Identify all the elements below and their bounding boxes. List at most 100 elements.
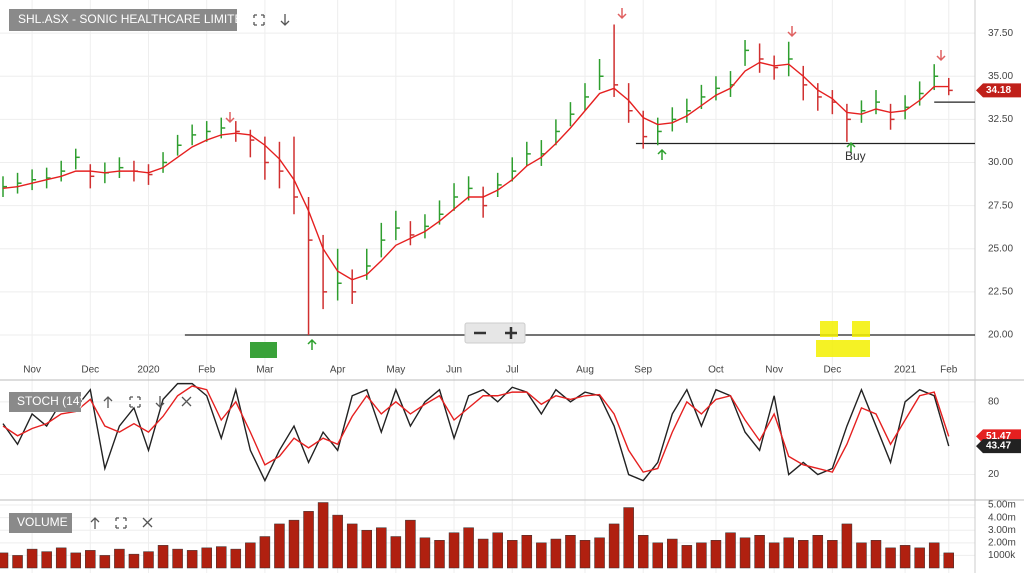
series-line xyxy=(2,382,950,483)
volume-bar xyxy=(856,542,867,569)
buy-arrow xyxy=(307,338,317,350)
move-up-icon[interactable] xyxy=(90,517,100,529)
last-value-label: 43.47 xyxy=(986,441,1011,452)
sell-arrow xyxy=(936,50,946,62)
x-tick-label: Sep xyxy=(634,365,652,376)
volume-bar xyxy=(172,548,183,569)
marks xyxy=(0,24,975,569)
volume-bar xyxy=(594,537,605,569)
volume-bar xyxy=(55,547,67,569)
volume-bar xyxy=(434,540,445,569)
x-tick-label: Aug xyxy=(576,365,594,376)
toolbar-button[interactable] xyxy=(250,342,277,358)
volume-bar xyxy=(0,552,9,569)
volume-bar xyxy=(899,545,911,569)
buy-arrow xyxy=(657,148,667,160)
last-value-label: 51.47 xyxy=(986,431,1011,442)
volume-bar xyxy=(143,551,154,569)
volume-bar xyxy=(885,547,896,569)
volume-bar xyxy=(463,527,474,569)
panel-icons xyxy=(103,396,192,408)
volume-bar xyxy=(405,519,416,569)
fullscreen-icon[interactable] xyxy=(115,517,127,529)
zoom-in[interactable] xyxy=(505,327,517,339)
header-badge xyxy=(9,392,81,412)
volume-bar xyxy=(812,535,824,569)
volume-bar xyxy=(783,537,794,569)
x-tick-label: Jul xyxy=(506,365,519,376)
volume-bar xyxy=(710,540,722,569)
volume-bar xyxy=(41,551,52,569)
y-tick-label: 3.00m xyxy=(988,525,1016,536)
volume-bar xyxy=(376,527,387,569)
y-tick-label: 4.00m xyxy=(988,512,1016,523)
header-icons xyxy=(253,14,290,26)
y-tick-label: 22.50 xyxy=(988,287,1013,298)
y-tick-label: 2.00m xyxy=(988,537,1016,548)
signal-arrows xyxy=(225,8,946,350)
panel-title: VOLUME xyxy=(17,515,68,529)
volume-bar xyxy=(332,514,343,569)
y-tick-label: 35.00 xyxy=(988,71,1013,82)
volume-bar xyxy=(230,548,242,569)
header-badge xyxy=(9,513,72,533)
volume-bar xyxy=(186,550,198,569)
volume-bar xyxy=(623,507,634,569)
fullscreen-icon[interactable] xyxy=(253,14,265,26)
volume-bar xyxy=(317,502,329,569)
y-tick-label: 37.50 xyxy=(988,28,1013,39)
volume-bar xyxy=(914,547,925,569)
close-icon[interactable] xyxy=(181,396,192,407)
volume-bar xyxy=(346,523,358,569)
volume-bar xyxy=(768,542,780,569)
x-tick-label: Feb xyxy=(198,365,216,376)
x-tick-label: Nov xyxy=(23,365,41,376)
volume-bar xyxy=(798,540,809,569)
volume-bar xyxy=(870,540,882,569)
y-tick-label: 32.50 xyxy=(988,114,1013,125)
x-tick-label: Mar xyxy=(256,365,274,376)
panel-icons xyxy=(90,517,153,529)
x-tick-label: Oct xyxy=(708,365,724,376)
volume-bar xyxy=(536,542,547,569)
y-tick-label: 27.50 xyxy=(988,200,1013,211)
volume-bar xyxy=(419,537,431,569)
volume-bar xyxy=(841,523,853,569)
x-tick-label: Nov xyxy=(765,365,783,376)
volume-bar xyxy=(943,552,954,569)
last-value-tag xyxy=(976,83,1021,98)
volume-bar xyxy=(667,538,678,569)
volume-bar xyxy=(216,546,227,569)
y-tick-label: 20.00 xyxy=(988,330,1013,341)
volume-bar xyxy=(99,555,111,569)
close-icon[interactable] xyxy=(142,517,153,528)
fullscreen-icon[interactable] xyxy=(129,396,141,408)
panel-title: STOCH (14) xyxy=(17,394,83,408)
volume-bar xyxy=(361,529,372,569)
volume-bar xyxy=(827,540,838,569)
last-value-tag xyxy=(976,439,1021,454)
y-tick-label: 80 xyxy=(988,396,1000,407)
volume-bar xyxy=(579,540,591,569)
tool-button[interactable] xyxy=(816,340,870,357)
x-tick-label: Jun xyxy=(446,365,462,376)
y-tick-label: 30.00 xyxy=(988,157,1013,168)
tool-button[interactable] xyxy=(852,321,870,337)
y-tick-label: 1000k xyxy=(988,550,1016,561)
series-line xyxy=(2,61,949,281)
volume-bar xyxy=(696,542,707,569)
sell-arrow xyxy=(617,8,627,20)
volume-bar xyxy=(652,542,663,569)
volume-bar xyxy=(259,536,271,569)
move-down-icon[interactable] xyxy=(155,396,165,408)
tool-button[interactable] xyxy=(820,321,838,337)
volume-bar xyxy=(70,552,81,569)
volume-bar xyxy=(114,548,125,569)
move-up-icon[interactable] xyxy=(103,396,113,408)
volume-bar xyxy=(288,519,300,569)
collapse-icon[interactable] xyxy=(280,14,290,26)
volume-bar xyxy=(303,511,314,569)
chart-title: SHL.ASX - SONIC HEALTHCARE LIMITED xyxy=(18,12,251,26)
